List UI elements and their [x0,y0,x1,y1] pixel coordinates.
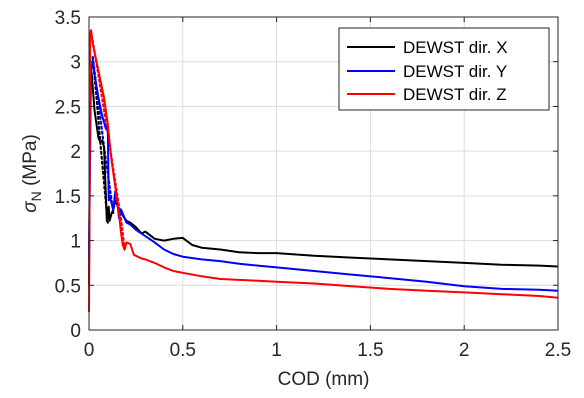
y-tick-label: 0.5 [55,276,81,297]
x-tick-label: 0 [84,340,95,361]
x-tick-label: 2 [459,340,470,361]
x-tick-label: 2.5 [545,340,571,361]
x-axis-label: COD (mm) [278,369,370,390]
x-tick-label: 0.5 [170,340,196,361]
y-tick-label: 1 [70,232,81,253]
y-tick-label: 2 [70,142,81,163]
y-tick-label: 3 [70,53,81,74]
y-tick-label: 0 [70,321,81,342]
y-axis-unit: (MPa) [20,134,41,191]
legend-label-z: DEWST dir. Z [403,85,507,104]
x-tick-label: 1 [271,340,282,361]
y-tick-label: 3.5 [55,8,81,29]
x-tick-label: 1.5 [357,340,383,361]
legend-label-y: DEWST dir. Y [403,62,507,81]
legend: DEWST dir. X DEWST dir. Y DEWST dir. Z [339,28,549,110]
y-axis-subscript: N [28,191,44,201]
y-tick-label: 2.5 [55,97,81,118]
legend-label-x: DEWST dir. X [403,38,508,57]
y-tick-label: 1.5 [55,187,81,208]
